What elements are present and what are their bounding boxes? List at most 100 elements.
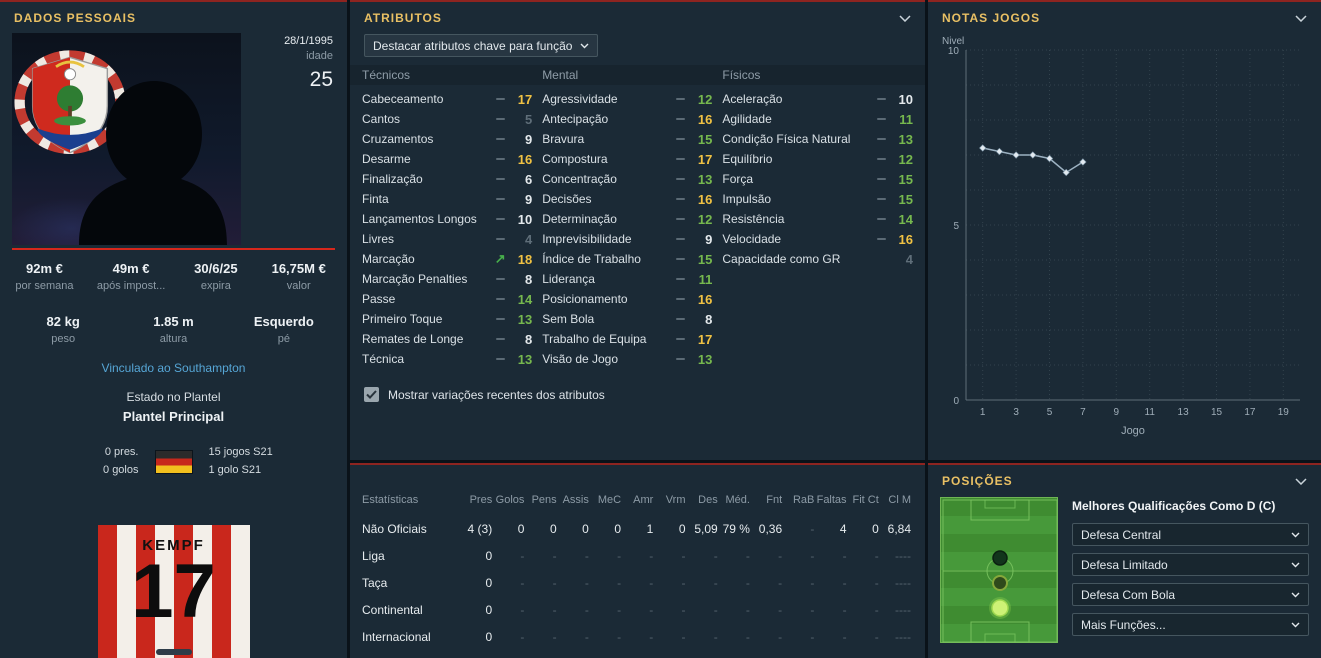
- stats-cell: -: [778, 629, 783, 644]
- physique-item: 82 kg peso: [8, 314, 118, 345]
- stats-cell: -: [520, 575, 525, 590]
- stats-cell: 0: [485, 629, 493, 644]
- stats-cell: -: [681, 602, 686, 617]
- stats-header-cell: MeC: [597, 494, 622, 506]
- attribute-row: Determinação 12: [542, 209, 712, 229]
- attribute-dash-icon: [869, 218, 893, 220]
- role-dropdown[interactable]: Defesa Com Bola: [1072, 583, 1309, 606]
- chevron-down-icon[interactable]: [1295, 477, 1307, 485]
- attributes-panel-header: ATRIBUTOS: [350, 2, 925, 30]
- chevron-down-icon[interactable]: [1295, 14, 1307, 22]
- finance-label: por semana: [15, 280, 74, 292]
- attribute-value: 12: [697, 91, 713, 107]
- role-dropdown[interactable]: Defesa Limitado: [1072, 553, 1309, 576]
- attribute-group-title: Mental: [542, 68, 579, 82]
- attribute-columns: Cabeceamento 17 Cantos 5 Cruzamentos 9 Desarme…: [350, 89, 925, 369]
- attribute-name: Trabalho de Equipa: [542, 332, 647, 346]
- ratings-panel-header: NOTAS JOGOS: [928, 2, 1321, 30]
- attribute-row: Agressividade 12: [542, 89, 712, 109]
- attribute-name: Desarme: [362, 152, 411, 166]
- stats-cell: 0: [485, 575, 493, 590]
- attribute-dash-icon: [668, 178, 692, 180]
- stats-cell: -: [745, 548, 750, 563]
- stats-cell: 0: [678, 521, 686, 536]
- attribute-value: 12: [898, 151, 913, 167]
- position-dot-competent: [992, 575, 1008, 591]
- stats-row-label: Taça: [362, 575, 388, 590]
- attribute-value: 10: [517, 211, 533, 227]
- stats-cell: -: [520, 629, 525, 644]
- attribute-name: Capacidade como GR: [722, 252, 841, 266]
- finance-label: expira: [200, 280, 231, 292]
- role-dropdown[interactable]: Mais Funções...: [1072, 613, 1309, 636]
- svg-text:1: 1: [980, 407, 986, 418]
- stats-header-cell: Fnt: [766, 494, 783, 506]
- position-dot-awkward: [992, 550, 1008, 566]
- attribute-dash-icon: [488, 138, 512, 140]
- stats-header-cell: Pens: [531, 494, 557, 506]
- svg-text:17: 17: [1244, 407, 1256, 418]
- svg-text:Jogo: Jogo: [1121, 425, 1145, 437]
- attributes-panel-title: ATRIBUTOS: [364, 11, 442, 25]
- stats-cell: 0: [614, 521, 622, 536]
- show-variations-checkbox[interactable]: Mostrar variações recentes dos atributos: [364, 387, 925, 402]
- attribute-name: Índice de Trabalho: [542, 252, 641, 266]
- finance-item: 30/6/25 expira: [177, 261, 254, 292]
- attribute-value: 11: [698, 271, 713, 287]
- attribute-value: 16: [697, 191, 713, 207]
- stats-cell: -: [810, 629, 815, 644]
- finance-item: 16,75M € valor: [254, 261, 343, 292]
- physique-label: altura: [159, 333, 188, 345]
- attribute-row: Finta 9: [362, 189, 532, 209]
- scroll-handle[interactable]: [155, 649, 192, 655]
- stats-cell: 4 (3): [467, 521, 493, 536]
- personal-data-panel: DADOS PESSOAIS: [0, 0, 347, 658]
- stats-cell: 0: [872, 521, 879, 536]
- attributes-panel: ATRIBUTOS Destacar atributos chave para …: [350, 0, 925, 460]
- club-link[interactable]: Vinculado ao Southampton: [101, 361, 246, 375]
- attribute-row: Lançamentos Longos 10: [362, 209, 532, 229]
- stats-header-cell: Méd.: [725, 494, 750, 506]
- attribute-dash-icon: [488, 278, 512, 280]
- stats-cell: -: [842, 602, 847, 617]
- finance-value: 92m €: [26, 261, 63, 276]
- attribute-value: 13: [517, 311, 533, 327]
- finance-value: 49m €: [112, 261, 150, 276]
- attribute-dash-icon: [668, 298, 692, 300]
- finance-label: após impost...: [96, 280, 166, 292]
- attribute-dash-icon: [668, 258, 692, 260]
- physique-summary: 82 kg peso 1.85 m altura Esquerdo pé: [8, 314, 339, 345]
- stats-cell: ----: [895, 602, 911, 617]
- best-role-label: Melhores Qualificações Como D (C): [1072, 499, 1276, 513]
- club-crest: [14, 50, 126, 154]
- stats-cell: 0: [517, 521, 525, 536]
- attribute-group-title: Técnicos: [362, 68, 411, 82]
- svg-text:Nivel: Nivel: [942, 36, 964, 47]
- attribute-name: Resistência: [722, 212, 785, 226]
- attribute-column: Cabeceamento 17 Cantos 5 Cruzamentos 9 Desarme…: [362, 89, 532, 369]
- stats-cell: -: [713, 548, 718, 563]
- svg-text:5: 5: [1047, 407, 1053, 418]
- attribute-value: 15: [697, 251, 713, 267]
- positions-panel: POSIÇÕES Melhor: [928, 463, 1321, 658]
- positions-body: Melhores Qualificações Como D (C) Defesa…: [928, 493, 1321, 643]
- chevron-down-icon[interactable]: [899, 14, 911, 22]
- attribute-name: Cruzamentos: [362, 132, 434, 146]
- attribute-row: Condição Física Natural 13: [722, 129, 913, 149]
- shirt-name: KEMPF: [142, 537, 205, 555]
- attribute-name: Velocidade: [722, 232, 782, 246]
- attribute-dash-icon: [488, 318, 512, 320]
- age-column: 28/1/1995 idade 25: [249, 33, 335, 245]
- attribute-value: 9: [524, 131, 533, 147]
- attribute-trend-up-icon: ↗: [494, 251, 506, 266]
- stats-cell: -: [649, 629, 654, 644]
- attribute-dash-icon: [869, 238, 893, 240]
- attribute-dash-icon: [869, 138, 893, 140]
- match-ratings-panel: NOTAS JOGOS 1 3 5 7 9 11 13 15 17 19 0 5 10 Nivel Jogo: [928, 0, 1321, 460]
- stats-cell: ----: [895, 629, 911, 644]
- highlight-attributes-dropdown[interactable]: Destacar atributos chave para função: [364, 34, 598, 57]
- attribute-dash-icon: [488, 198, 512, 200]
- attribute-value: 11: [899, 111, 913, 127]
- attribute-name: Aceleração: [722, 92, 783, 106]
- role-dropdown[interactable]: Defesa Central: [1072, 523, 1309, 546]
